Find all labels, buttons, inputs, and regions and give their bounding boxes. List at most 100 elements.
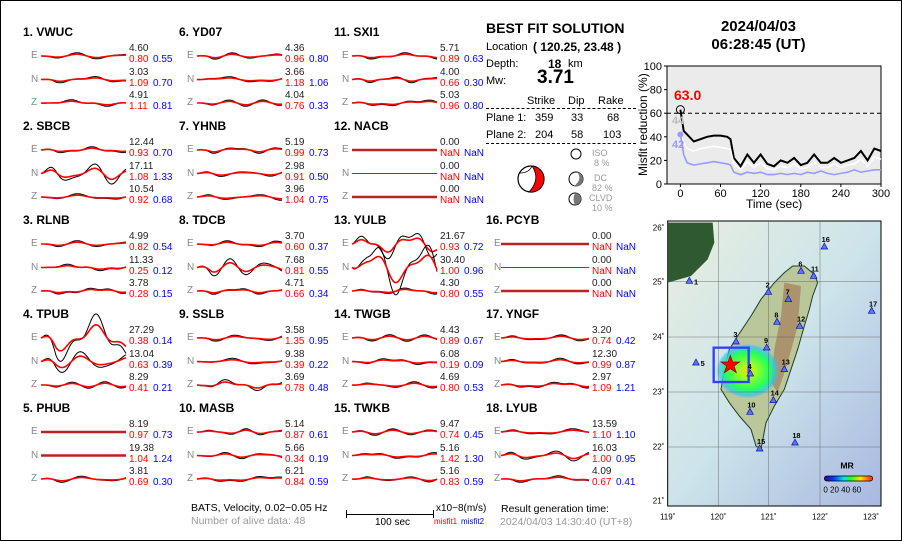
peak-amplitude: 8.29 xyxy=(129,372,149,383)
depth-label: Depth: xyxy=(486,58,519,70)
plane1-rake: 68 xyxy=(607,112,620,124)
y-tick-label: 20 xyxy=(650,155,662,167)
peak-amplitude: 11.33 xyxy=(129,254,154,266)
misfit1-value: 0.93 xyxy=(440,242,460,253)
dc-label: DC xyxy=(594,173,607,183)
component-label: Z xyxy=(31,379,38,390)
generation-time: 2024/04/03 14:30:40 (UT+8) xyxy=(500,516,633,528)
component-label: N xyxy=(31,449,39,461)
component-label: N xyxy=(31,261,39,273)
component-label: Z xyxy=(31,97,38,108)
misfit2-value: 0.39 xyxy=(153,359,173,371)
component-label: N xyxy=(31,355,39,367)
best-mr-label: 63.0 xyxy=(674,87,701,103)
component-label: E xyxy=(31,332,38,343)
component-label: N xyxy=(494,355,502,367)
observed-trace xyxy=(40,351,127,373)
synthetic-trace xyxy=(351,100,438,106)
misfit1-legend: misfit1 xyxy=(434,517,458,526)
observed-trace xyxy=(351,244,438,296)
peak-amplitude: 5.14 xyxy=(285,419,305,430)
peak-amplitude: 0.00 xyxy=(592,278,612,289)
misfit2-value: 0.34 xyxy=(309,289,329,300)
misfit1-value: 0.97 xyxy=(129,430,149,441)
synthetic-trace xyxy=(41,382,127,388)
component-label: Z xyxy=(187,191,194,202)
x-tick-label: 60 xyxy=(714,188,726,200)
location-label: Location xyxy=(486,41,528,53)
component-label: Z xyxy=(342,473,349,484)
peak-amplitude: 5.19 xyxy=(285,137,305,148)
misfit1-value: 0.60 xyxy=(285,242,305,253)
synthetic-trace xyxy=(40,355,127,369)
y-tick-label: 0 xyxy=(656,179,662,191)
synthetic-trace xyxy=(41,53,126,59)
station-triangle-icon xyxy=(764,287,773,295)
misfit2-value: 0.45 xyxy=(464,430,484,441)
synthetic-trace xyxy=(40,476,127,482)
component-label: E xyxy=(342,50,349,61)
peak-amplitude: 13.59 xyxy=(592,419,618,430)
peak-amplitude: 3.78 xyxy=(129,278,149,289)
misfit2-value: 0.96 xyxy=(464,265,484,277)
peak-amplitude: 5.66 xyxy=(285,442,305,454)
misfit1-value: 0.78 xyxy=(285,383,305,394)
synthetic-trace xyxy=(501,476,590,482)
synthetic-trace xyxy=(500,358,590,364)
component-label: E xyxy=(494,426,501,437)
header-rake: Rake xyxy=(598,95,624,107)
peak-amplitude: 4.91 xyxy=(129,90,149,101)
synthetic-trace xyxy=(40,167,127,181)
component-label: Z xyxy=(187,97,194,108)
synthetic-trace xyxy=(351,53,438,59)
station-triangle-icon xyxy=(755,444,764,452)
component-label: N xyxy=(342,73,350,85)
misfit2-value: 0.72 xyxy=(464,242,484,253)
station-title: 4. TPUB xyxy=(23,307,70,321)
china-coast xyxy=(667,222,715,283)
misfit1-value: 0.92 xyxy=(129,195,149,206)
misfit2-value: 0.30 xyxy=(153,477,173,488)
synthetic-trace xyxy=(351,335,438,341)
peak-amplitude: 2.97 xyxy=(592,372,612,383)
peak-amplitude: 17.11 xyxy=(129,160,154,172)
misfit2-value: NaN xyxy=(464,148,485,159)
peak-amplitude: 4.09 xyxy=(592,466,612,477)
peak-amplitude: 2.98 xyxy=(285,160,305,172)
station-triangle-icon xyxy=(762,343,771,351)
station-title: 3. RLNB xyxy=(23,213,70,227)
misfit2-value: 0.95 xyxy=(309,336,329,347)
plane2-rake: 103 xyxy=(603,129,622,141)
station-triangle-icon xyxy=(746,369,755,377)
misfit1-value: 1.35 xyxy=(285,336,305,347)
component-label: E xyxy=(342,238,349,249)
peak-amplitude: 27.29 xyxy=(129,325,155,336)
iso-label: ISO xyxy=(592,148,608,158)
lon-tick-label: 123˚ xyxy=(863,512,879,521)
lon-tick-label: 121˚ xyxy=(761,512,777,521)
component-label: Z xyxy=(31,191,38,202)
misfit1-value: 1.04 xyxy=(285,195,305,206)
misfit2-value: 1.10 xyxy=(616,430,636,441)
misfit2-value: 0.59 xyxy=(309,477,329,488)
component-label: N xyxy=(342,449,350,461)
lon-tick-label: 120˚ xyxy=(710,512,726,521)
misfit2-value: 0.21 xyxy=(153,383,173,394)
misfit2-value: 0.87 xyxy=(616,359,636,371)
x-tick-label: 0 xyxy=(677,188,683,200)
station-number: 11 xyxy=(811,264,819,273)
component-label: N xyxy=(494,449,502,461)
misfit2-value: 0.68 xyxy=(153,195,173,206)
peak-amplitude: 0.00 xyxy=(440,160,460,172)
synthetic-trace xyxy=(40,194,127,199)
component-label: E xyxy=(187,144,194,155)
lon-tick-label: 119˚ xyxy=(660,512,676,521)
misfit2-value: 0.73 xyxy=(153,430,173,441)
misfit2-value: 0.30 xyxy=(464,77,484,89)
peak-amplitude: 19.38 xyxy=(129,442,155,454)
synthetic-trace xyxy=(41,77,126,83)
station-title: 11. SXI1 xyxy=(334,25,380,39)
misfit2-value: 1.06 xyxy=(309,77,329,89)
misfit2-value: 0.19 xyxy=(309,453,329,465)
